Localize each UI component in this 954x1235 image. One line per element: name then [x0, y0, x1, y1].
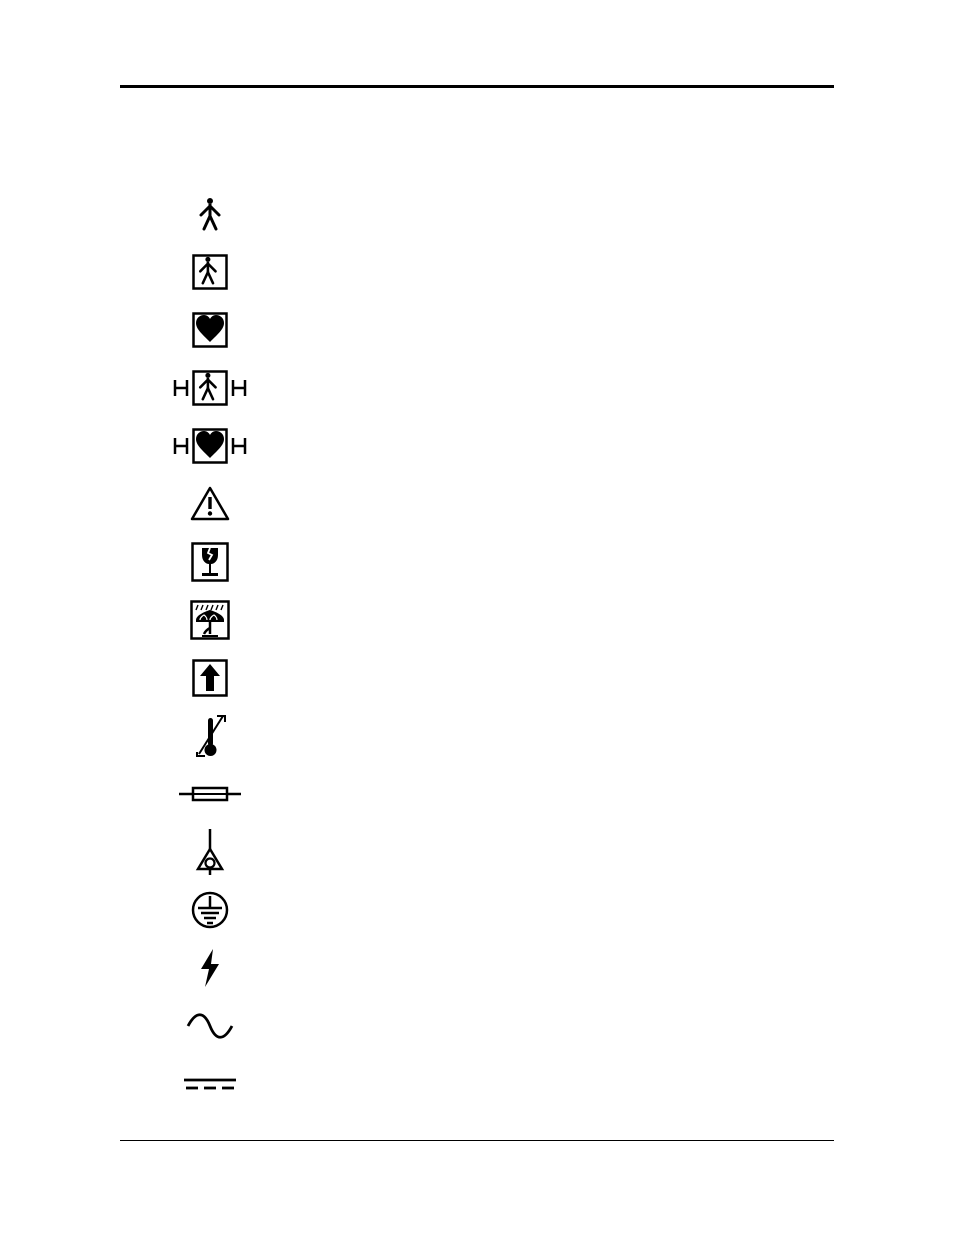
dangerous-voltage-icon [170, 939, 250, 997]
caution-icon [170, 475, 250, 533]
fragile-icon [170, 533, 250, 591]
type-b-applied-part-icon [170, 185, 250, 243]
keep-dry-icon [170, 591, 250, 649]
alternating-current-icon [170, 997, 250, 1055]
defib-proof-type-bf-applied-part-icon [170, 359, 250, 417]
protective-earth-icon [170, 881, 250, 939]
this-way-up-icon [170, 649, 250, 707]
equipotentiality-icon [170, 823, 250, 881]
fuse-icon [170, 765, 250, 823]
direct-current-icon [170, 1055, 250, 1113]
page [0, 0, 954, 1235]
symbol-column [170, 185, 250, 1113]
defib-proof-type-cf-applied-part-icon [170, 417, 250, 475]
temperature-limit-icon [170, 707, 250, 765]
bottom-rule [120, 1140, 834, 1141]
top-rule [120, 85, 834, 88]
type-bf-applied-part-icon [170, 243, 250, 301]
type-cf-applied-part-icon [170, 301, 250, 359]
